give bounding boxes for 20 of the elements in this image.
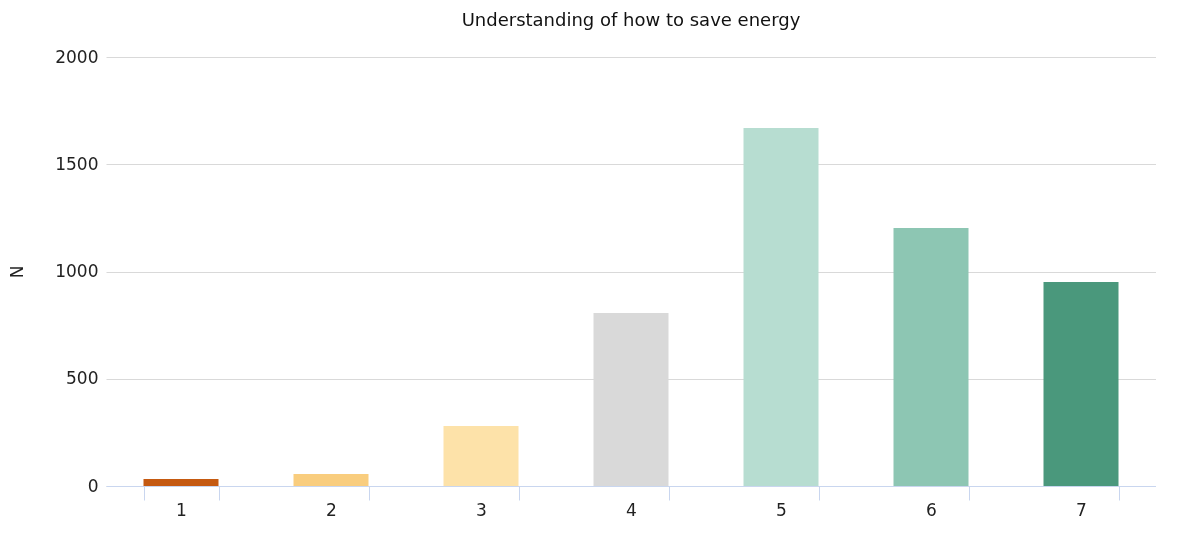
x-tick-label: 5 — [776, 499, 787, 520]
bar — [893, 227, 969, 486]
bar — [143, 478, 219, 486]
x-tick-label: 6 — [926, 499, 937, 520]
y-tick-label: 500 — [66, 368, 99, 389]
x-tick-label: 4 — [626, 499, 637, 520]
x-tick-label: 3 — [476, 499, 487, 520]
x-tick-label: 1 — [176, 499, 187, 520]
chart-title: Understanding of how to save energy — [461, 9, 801, 30]
y-tick-label: 0 — [87, 475, 99, 496]
x-tick-label: 2 — [326, 499, 337, 520]
y-tick-label: 1000 — [55, 261, 99, 281]
y-tick-label: 1500 — [55, 153, 99, 174]
x-tick-label: 7 — [1076, 499, 1087, 520]
y-axis-title: N — [7, 265, 28, 279]
y-tick-label: 2000 — [55, 46, 99, 67]
bar — [743, 128, 819, 486]
bar — [443, 425, 519, 486]
bar — [1043, 282, 1119, 486]
bar — [293, 473, 369, 486]
